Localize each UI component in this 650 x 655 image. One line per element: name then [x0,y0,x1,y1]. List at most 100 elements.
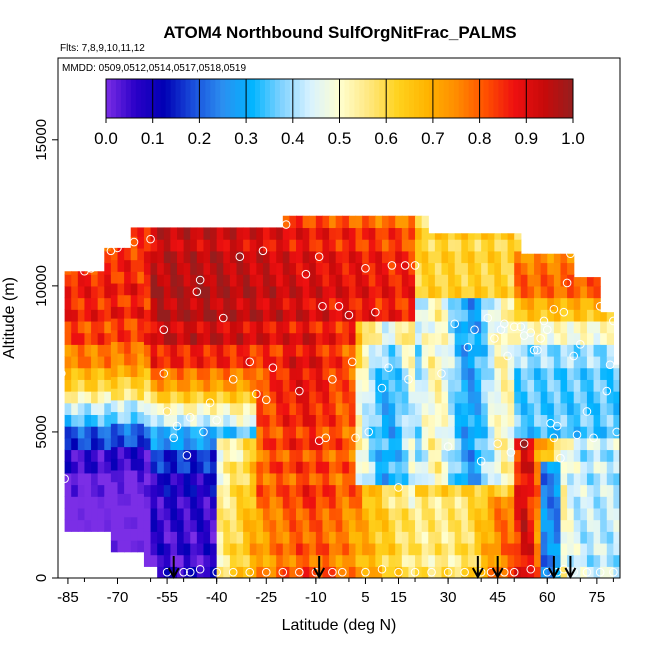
heatmap-cell [124,329,132,342]
heatmap-cell [256,262,264,275]
heatmap-cell [448,355,456,369]
heatmap-cell [573,426,581,439]
heatmap-cell [580,472,588,486]
sample-point [384,363,393,372]
heatmap-cell [448,367,456,380]
heatmap-cell [586,332,595,345]
heatmap-cell [494,461,502,474]
heatmap-cell [481,414,489,427]
heatmap-cell [355,320,363,334]
heatmap-cell [388,496,396,509]
heatmap-cell [130,399,138,413]
heatmap-cell [110,481,119,494]
heatmap-cell [401,507,410,521]
heatmap-cell [150,262,158,275]
heatmap-cell [97,437,105,451]
heatmap-cell [494,250,502,264]
heatmap-cell [203,437,211,451]
heatmap-cell [534,379,542,392]
heatmap-cell [210,320,218,334]
heatmap-cell [355,250,363,264]
heatmap-cell [130,282,138,296]
heatmap-cell [71,344,79,357]
heatmap-cell [428,426,436,439]
heatmap-cell [553,367,562,380]
chart-title: ATOM4 Northbound SulfOrgNitFrac_PALMS [163,23,516,42]
heatmap-cell [381,309,390,322]
heatmap-cell [249,554,257,567]
heatmap-cell [593,414,601,427]
heatmap-cell [137,411,145,424]
heatmap-cell [210,391,218,404]
heatmap-cell [77,507,86,521]
heatmap-cell [514,239,522,252]
heatmap-cell [190,542,198,556]
arrow-head [564,567,577,580]
heatmap-cell [236,566,244,578]
colorbar-swatch [458,79,465,118]
heatmap-cell [553,297,562,310]
heatmap-cell [441,566,449,578]
heatmap-cell [262,320,271,334]
sample-point [536,334,545,343]
heatmap-cell [500,233,509,240]
heatmap-cell [229,320,238,334]
heatmap-cell [64,297,72,310]
heatmap-cell [262,566,271,578]
heatmap-cell [434,554,443,567]
heatmap-cell [117,282,125,296]
heatmap-cell [567,484,575,497]
heatmap-cell [302,285,310,299]
heatmap-cell [520,484,529,497]
heatmap-cell [600,496,608,509]
heatmap-cell [150,355,158,369]
heatmap-cell [467,379,476,392]
heatmap-cell [593,402,601,416]
heatmap-cell [262,250,271,264]
heatmap-cell [223,402,231,416]
heatmap-cell [203,391,211,404]
heatmap-cell [500,391,509,404]
heatmap-cell [362,332,370,345]
heatmap-cell [229,285,238,299]
colorbar-swatch [185,79,191,118]
heatmap-cell [408,531,416,544]
heatmap-cell [315,542,324,556]
colorbar-swatch [354,79,360,118]
heatmap-cell [527,344,535,357]
heatmap-cell [249,461,257,474]
heatmap-cell [481,320,489,334]
heatmap-cell [467,402,476,416]
heatmap-cell [130,227,138,237]
sample-point [533,345,542,355]
heatmap-cell [236,437,244,451]
heatmap-cell [322,320,330,334]
heatmap-cell [381,519,390,532]
heatmap-cell [375,496,383,509]
heatmap-cell [104,332,112,345]
colorbar-swatch [225,79,231,118]
heatmap-cell [183,542,191,556]
heatmap-cell [249,262,257,275]
heatmap-cell [434,355,443,369]
heatmap-cell [421,297,429,310]
heatmap-cell [243,437,251,451]
heatmap-cell [454,414,462,427]
colorbar-swatch [389,79,395,118]
heatmap-cell [362,484,370,497]
sample-point [609,567,618,577]
heatmap-cell [467,531,476,544]
heatmap-cell [296,449,304,462]
heatmap-cell [91,496,99,509]
heatmap-cell [236,496,244,509]
heatmap-cell [593,566,601,578]
sample-point [503,351,512,361]
heatmap-cell [553,379,562,392]
heatmap-cell [143,496,152,509]
heatmap-cell [454,542,462,556]
heatmap-cell [170,519,178,532]
heatmap-cell [203,379,211,392]
heatmap-cell [593,277,601,287]
heatmap-cell [262,484,271,497]
colorbar-swatch [399,79,405,118]
